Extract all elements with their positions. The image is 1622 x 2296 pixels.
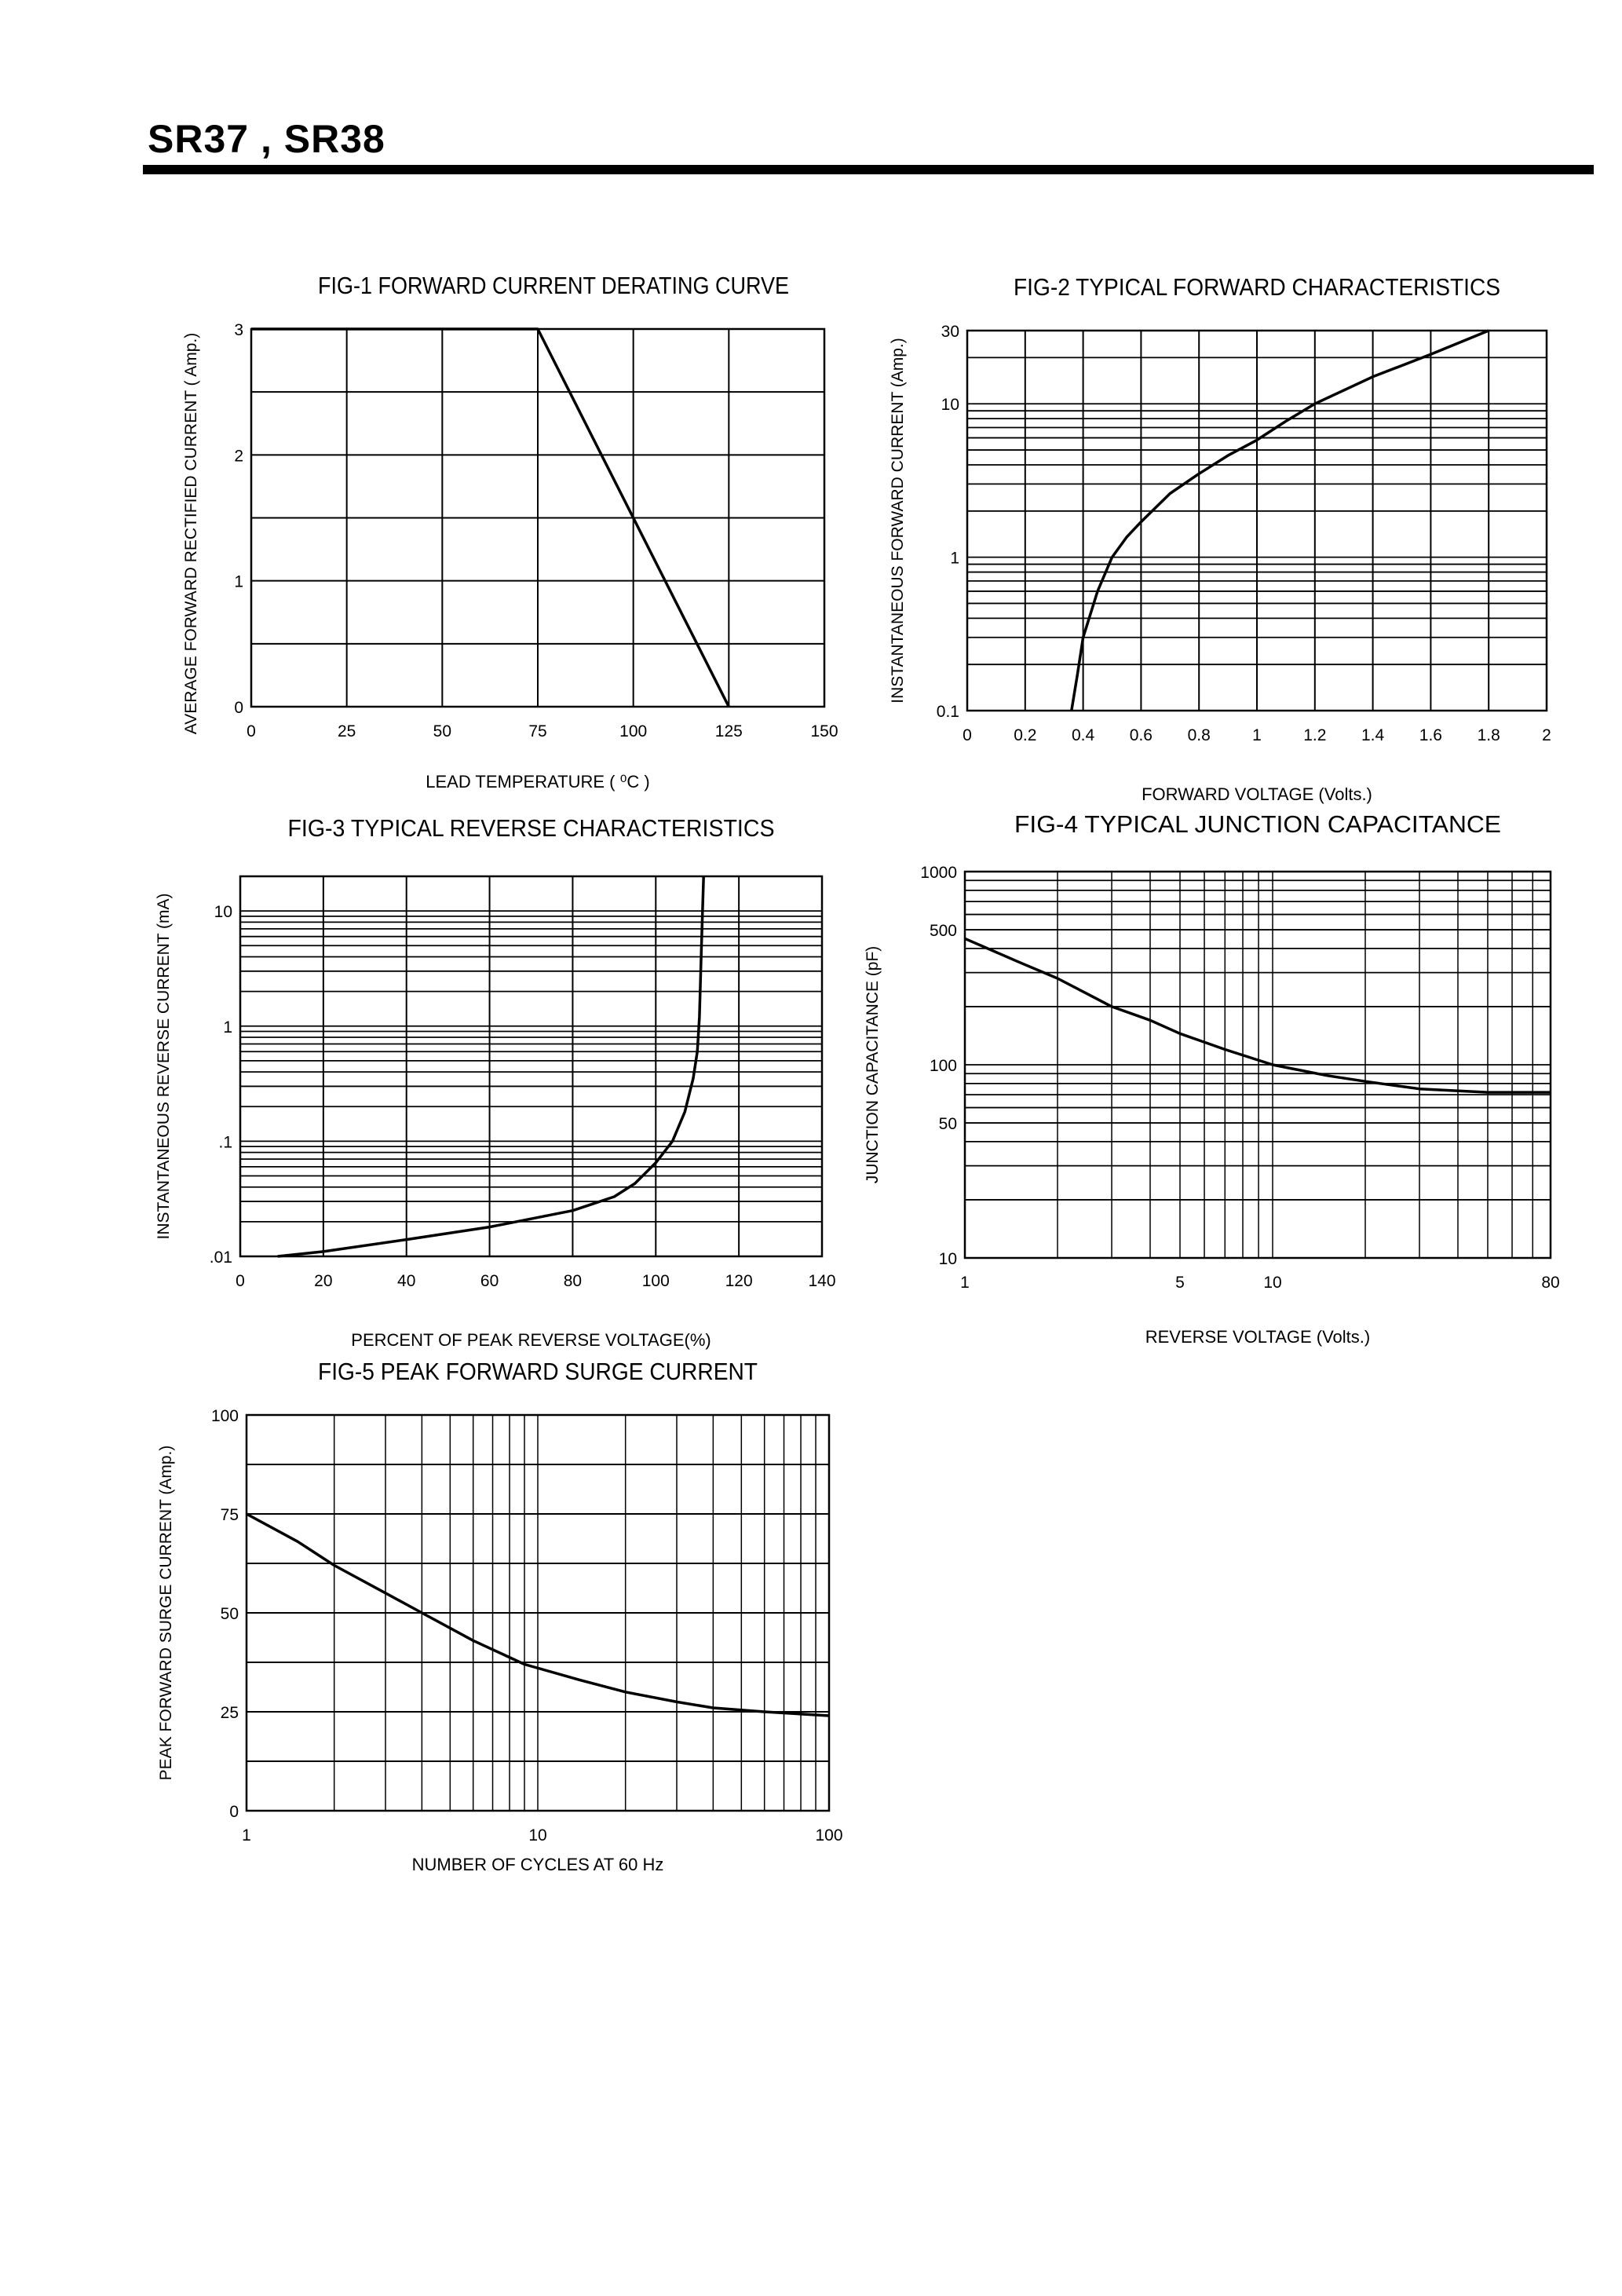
y-tick-label: 10: [214, 903, 232, 921]
chart-fig-3: FIG-3 TYPICAL REVERSE CHARACTERISTICS 0 20…: [155, 814, 836, 1350]
x-tick-label: 0.2: [1014, 726, 1036, 744]
y-tick-label: 100: [930, 1057, 957, 1075]
x-tick-label: 1: [1252, 726, 1262, 744]
document-title: SR37 , SR38: [148, 117, 385, 161]
x-tick-label: 75: [528, 722, 546, 740]
chart-title: FIG-5 PEAK FORWARD SURGE CURRENT: [318, 1358, 758, 1385]
y-tick-label: .01: [210, 1249, 232, 1267]
x-tick-label: 100: [815, 1826, 842, 1844]
x-tick-label: 0: [236, 1272, 245, 1290]
x-tick-label: 125: [715, 722, 743, 740]
x-tick-label: 150: [810, 722, 838, 740]
plot-frame: [963, 870, 1552, 1260]
data-curve: [246, 1512, 830, 1717]
chart-title: FIG-4 TYPICAL JUNCTION CAPACITANCE: [1014, 810, 1501, 838]
y-axis-label: INSTANTANEOUS FORWARD CURRENT (Amp.): [889, 338, 907, 704]
y-tick-label: 1: [234, 573, 243, 591]
plot-frame: [245, 1413, 831, 1812]
y-tick-label: .1: [218, 1133, 232, 1151]
plot-frame: [966, 329, 1548, 712]
x-tick-label: 1.6: [1419, 726, 1442, 744]
chart-fig-4: FIG-4 TYPICAL JUNCTION CAPACITANCE 1 5 10 80…: [864, 810, 1560, 1347]
y-tick-label: 75: [221, 1506, 239, 1524]
x-tick-label: 0.6: [1130, 726, 1153, 744]
chart-fig-5: FIG-5 PEAK FORWARD SURGE CURRENT 1 10 100 0 2…: [157, 1358, 843, 1874]
x-tick-label: 10: [528, 1826, 546, 1844]
y-tick-label: 0: [229, 1803, 239, 1821]
header-rule: [143, 165, 1594, 174]
y-axis-label: INSTANTANEOUS REVERSE CURRENT (mA): [155, 893, 173, 1239]
x-tick-label: 80: [1541, 1274, 1559, 1292]
chart-fig-1: FIG-1 FORWARD CURRENT DERATING CURVE 0 25 5…: [182, 272, 838, 792]
data-curve: [251, 327, 730, 707]
x-tick-label: 100: [619, 722, 647, 740]
x-tick-label: 100: [642, 1272, 670, 1290]
chart-title: FIG-1 FORWARD CURRENT DERATING CURVE: [318, 272, 789, 299]
y-tick-label: 10: [941, 396, 959, 414]
data-curve: [277, 876, 705, 1258]
x-tick-label: 140: [808, 1272, 835, 1290]
y-tick-label: 25: [221, 1704, 239, 1722]
x-axis-label: LEAD TEMPERATURE ( ⁰C ): [426, 772, 649, 792]
chart-title: FIG-2 TYPICAL FORWARD CHARACTERISTICS: [1014, 273, 1500, 301]
y-tick-label: 30: [941, 323, 959, 341]
x-tick-label: 0: [247, 722, 256, 740]
y-axis-label: PEAK FORWARD SURGE CURRENT (Amp.): [157, 1446, 175, 1781]
chart-title: FIG-3 TYPICAL REVERSE CHARACTERISTICS: [288, 814, 775, 842]
x-tick-label: 0.8: [1188, 726, 1211, 744]
y-tick-label: 10: [939, 1250, 957, 1268]
y-tick-label: 2: [234, 447, 243, 465]
x-tick-label: 25: [338, 722, 356, 740]
data-curve: [964, 937, 1551, 1094]
x-axis-label: FORWARD VOLTAGE (Volts.): [1142, 784, 1372, 804]
x-tick-label: 1: [960, 1274, 970, 1292]
y-tick-label: 1000: [920, 864, 957, 882]
data-curve: [1070, 329, 1489, 711]
x-tick-label: 5: [1175, 1274, 1185, 1292]
y-tick-label: 50: [221, 1605, 239, 1623]
x-axis-label: REVERSE VOLTAGE (Volts.): [1145, 1327, 1370, 1347]
x-tick-label: 80: [564, 1272, 582, 1290]
x-tick-label: 1.2: [1303, 726, 1326, 744]
x-tick-label: 40: [397, 1272, 415, 1290]
x-axis-label: PERCENT OF PEAK REVERSE VOLTAGE(%): [351, 1330, 711, 1350]
y-tick-label: 0: [234, 699, 243, 717]
y-tick-label: 500: [930, 922, 957, 940]
x-tick-label: 50: [433, 722, 451, 740]
x-tick-label: 20: [314, 1272, 332, 1290]
x-tick-label: 10: [1263, 1274, 1281, 1292]
x-tick-label: 1: [242, 1826, 251, 1844]
x-tick-label: 2: [1542, 726, 1551, 744]
y-tick-label: 0.1: [937, 703, 959, 721]
x-tick-label: 120: [725, 1272, 753, 1290]
plot-frame: [239, 875, 824, 1258]
x-tick-label: 0.4: [1072, 726, 1095, 744]
y-tick-label: 3: [234, 321, 243, 339]
y-tick-label: 1: [950, 550, 959, 568]
x-tick-label: 60: [480, 1272, 499, 1290]
y-axis-label: JUNCTION CAPACITANCE (pF): [864, 946, 882, 1184]
y-tick-label: 50: [939, 1115, 957, 1133]
x-tick-label: 1.4: [1361, 726, 1385, 744]
x-tick-label: 0: [963, 726, 972, 744]
y-tick-label: 100: [211, 1407, 239, 1425]
y-tick-label: 1: [223, 1018, 232, 1036]
x-axis-label: NUMBER OF CYCLES AT 60 Hz: [412, 1855, 664, 1874]
x-tick-label: 1.8: [1478, 726, 1500, 744]
y-axis-label: AVERAGE FORWARD RECTIFIED CURRENT ( Amp.…: [182, 333, 200, 734]
